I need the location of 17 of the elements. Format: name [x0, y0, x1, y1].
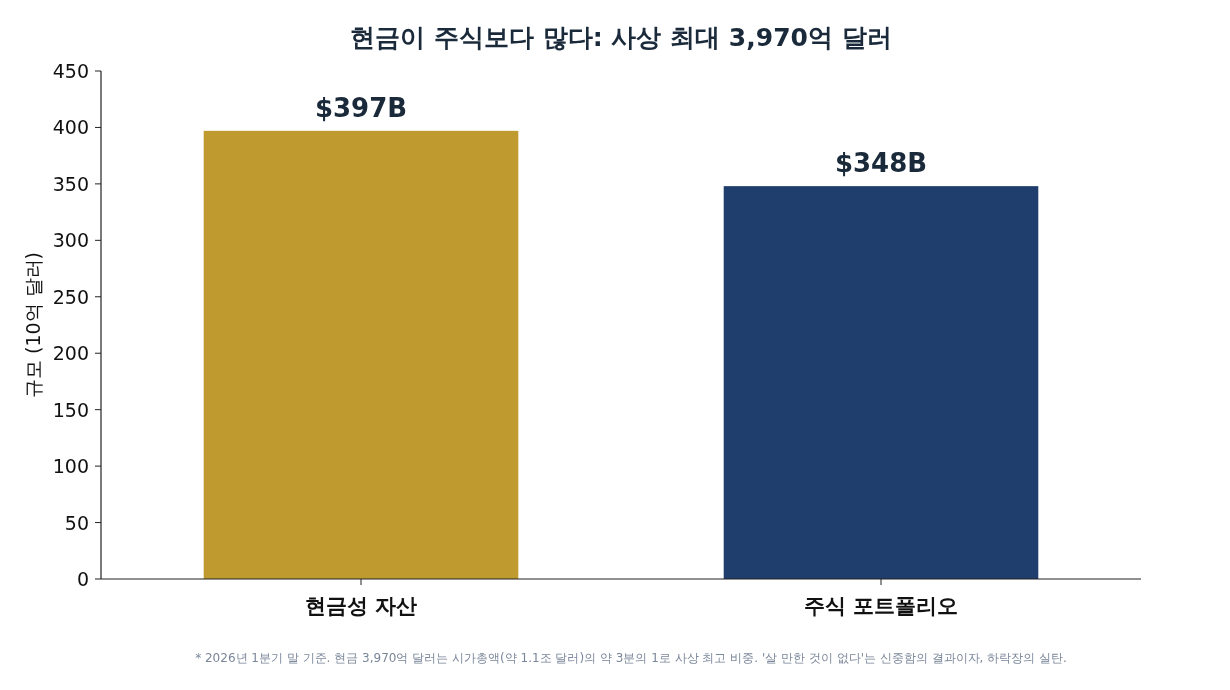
- y-tick-label: 400: [52, 116, 89, 139]
- y-tick-label: 150: [52, 398, 89, 421]
- data-label: $348B: [834, 148, 928, 179]
- chart-title: 현금이 주식보다 많다: 사상 최대 3,970억 달러: [350, 23, 892, 52]
- y-tick-label: 350: [52, 172, 89, 195]
- y-tick-label: 0: [76, 568, 89, 590]
- y-tick-label: 200: [52, 342, 89, 365]
- y-tick-label: 100: [52, 455, 89, 478]
- data-label: $397B: [314, 92, 408, 123]
- y-axis-title: 규모 (10억 달러): [22, 251, 44, 399]
- y-tick-label: 250: [52, 285, 89, 308]
- y-tick-label: 450: [52, 60, 89, 82]
- x-tick-label: 현금성 자산: [304, 594, 418, 618]
- x-tick-label: 주식 포트폴리오: [803, 594, 959, 618]
- y-tick-label: 50: [64, 511, 89, 534]
- y-tick-label: 300: [52, 229, 89, 252]
- text: * 2026년 1분기 말 기준. 현금 3,970억 달러는 시가총액(약 1.1조 달러)의 약 3분의 1로 사상 최고 비중. '살 만한 것이 없다'는 신중함의 결과이자, 하락장의 실탄.: [195, 651, 1067, 665]
